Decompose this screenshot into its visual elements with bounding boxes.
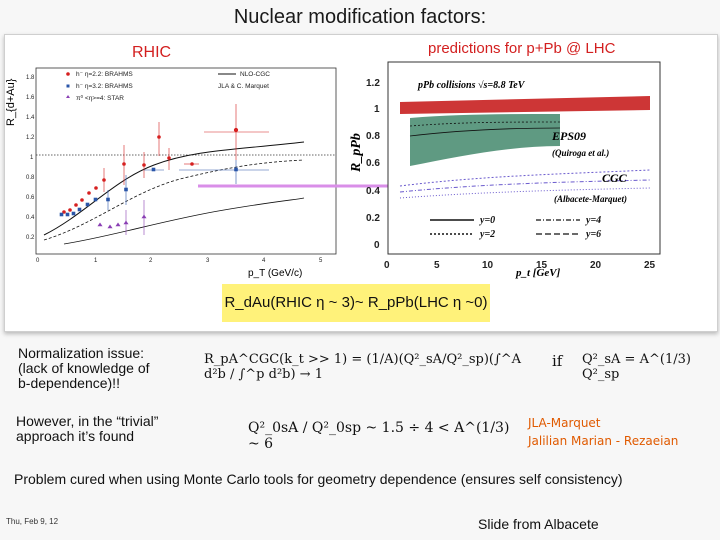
- rhic-ytick: 0.4: [26, 215, 35, 221]
- lhc-ytick: 0.2: [366, 213, 380, 224]
- lhc-legend-item: y=4: [585, 215, 601, 226]
- saturation-condition: Q²_sA = A^(1/3) Q²_sp: [582, 352, 691, 382]
- lhc-legend-item: y=6: [585, 229, 601, 240]
- lhc-x-ticks: 0 5 10 15 20 25: [384, 260, 656, 271]
- rhic-lhc-equality: R_dAu(RHIC η ~ 3)~ R_pPb(LHC η ~0): [222, 284, 490, 322]
- trivial-line: However, in the “trivial”: [16, 413, 159, 429]
- lhc-energy-annotation: pPb collisions √s=8.8 TeV: [417, 80, 526, 91]
- trivial-line: approach it’s found: [16, 428, 135, 444]
- lhc-plot: 1.2 1 0.8 0.6 0.4 0.2 0 0 5 10 15 20 25 …: [349, 61, 661, 279]
- brahms-22-points: [62, 104, 269, 214]
- rhic-legend: h⁻ η=2.2: BRAHMS h⁻ η=3.2: BRAHMS π⁰ <η>…: [66, 71, 270, 102]
- lhc-y-ticks: 1.2 1 0.8 0.6 0.4 0.2 0: [366, 78, 380, 251]
- rhic-ytick: 1.4: [26, 115, 35, 121]
- rhic-ytick: 0.2: [26, 235, 35, 241]
- rhic-xtick: 0: [36, 258, 40, 264]
- normalization-line: Normalization issue:: [18, 345, 145, 361]
- rhic-ytick: 0.8: [26, 175, 35, 181]
- footer-date: Thu, Feb 9, 12: [6, 517, 59, 526]
- slide-title: Nuclear modification factors:: [233, 6, 487, 28]
- rhic-legend-item: π⁰ <η>=4: STAR: [76, 94, 124, 102]
- normalization-line: b-dependence)!!: [18, 375, 120, 391]
- lhc-line-legend: y=0 y=2 y=4 y=6: [430, 215, 601, 240]
- normalization-text: Normalization issue: (lack of knowledge …: [18, 346, 150, 391]
- lhc-xtick: 20: [590, 260, 602, 271]
- cgc-ref: (Albacete-Marquet): [554, 194, 627, 204]
- lhc-legend-item: y=0: [479, 215, 495, 226]
- rhic-legend-item: h⁻ η=3.2: BRAHMS: [76, 83, 133, 90]
- rhic-xtick: 1: [94, 258, 98, 264]
- rhic-model-legend: NLO-CGC: [240, 71, 270, 78]
- rhic-xtick: 3: [206, 258, 210, 264]
- references: JLA-Marquet Jalilian Marian - Rezaeian: [528, 414, 678, 450]
- lhc-ytick: 0.6: [366, 158, 380, 169]
- lhc-heading: predictions for p+Pb @ LHC: [428, 40, 616, 57]
- rhic-y-label: R_{d+Au}: [5, 78, 17, 126]
- lhc-x-label: p_t [GeV]: [515, 267, 561, 279]
- trivial-text: However, in the “trivial” approach it’s …: [16, 414, 158, 444]
- lhc-ytick: 0: [374, 240, 380, 251]
- rhic-ytick: 1.8: [26, 75, 35, 81]
- eps09-ref: (Quiroga et al.): [552, 148, 609, 158]
- lhc-xtick: 15: [536, 260, 548, 271]
- condition-if: if: [552, 352, 563, 370]
- reference-item: Jalilian Marian - Rezaeian: [528, 434, 679, 448]
- normalization-line: (lack of knowledge of: [18, 360, 150, 376]
- reference-item: JLA-Marquet: [528, 416, 601, 430]
- rhic-xtick: 4: [262, 258, 266, 264]
- rhic-legend-item: h⁻ η=2.2: BRAHMS: [76, 71, 133, 78]
- rhic-x-label: p_T (GeV/c): [248, 268, 302, 279]
- rhic-x-ticks: 0 1 2 3 4 5: [36, 258, 323, 264]
- cgc-label: CGC: [602, 171, 628, 185]
- rhic-heading: RHIC: [132, 44, 172, 61]
- footer-credit: Slide from Albacete: [478, 516, 599, 532]
- lhc-xtick: 10: [482, 260, 494, 271]
- lhc-xtick: 25: [644, 260, 656, 271]
- lhc-ytick: 0.4: [366, 186, 380, 197]
- trivial-equation: Q²_0sA / Q²_0sp ~ 1.5 ÷ 4 < A^(1/3) ~ 6: [248, 420, 510, 452]
- lhc-legend-item: y=2: [479, 229, 495, 240]
- rhic-ytick: 0.6: [26, 195, 35, 201]
- lhc-ytick: 1.2: [366, 78, 380, 89]
- eps09-label: EPS09: [551, 129, 586, 143]
- lhc-ytick: 0.8: [366, 131, 380, 142]
- star-points: [97, 200, 147, 235]
- lhc-y-label: R_pPb: [349, 133, 364, 173]
- rhic-xtick: 5: [319, 258, 323, 264]
- lhc-ytick: 1: [374, 104, 380, 115]
- lhc-xtick: 0: [384, 260, 390, 271]
- rhic-ytick: 1: [30, 155, 34, 161]
- rhic-y-ticks: 1.8 1.6 1.4 1.2 1 0.8 0.6 0.4 0.2: [26, 75, 35, 241]
- brahms-32-points: [59, 160, 269, 217]
- rhic-ytick: 1.6: [26, 95, 35, 101]
- rhic-plot: 1.8 1.6 1.4 1.2 1 0.8 0.6 0.4 0.2 0 1 2 …: [5, 67, 337, 279]
- rhic-xtick: 2: [149, 258, 153, 264]
- normalization-equation: R_pA^CGC(k_t >> 1) = (1/A)(Q²_sA/Q²_sp)(…: [204, 352, 522, 382]
- rhic-ytick: 1.2: [26, 135, 35, 141]
- problem-cured-text: Problem cured when using Monte Carlo too…: [14, 471, 623, 487]
- rhic-model-legend: JLA & C. Marquet: [218, 83, 269, 90]
- lhc-xtick: 5: [434, 260, 440, 271]
